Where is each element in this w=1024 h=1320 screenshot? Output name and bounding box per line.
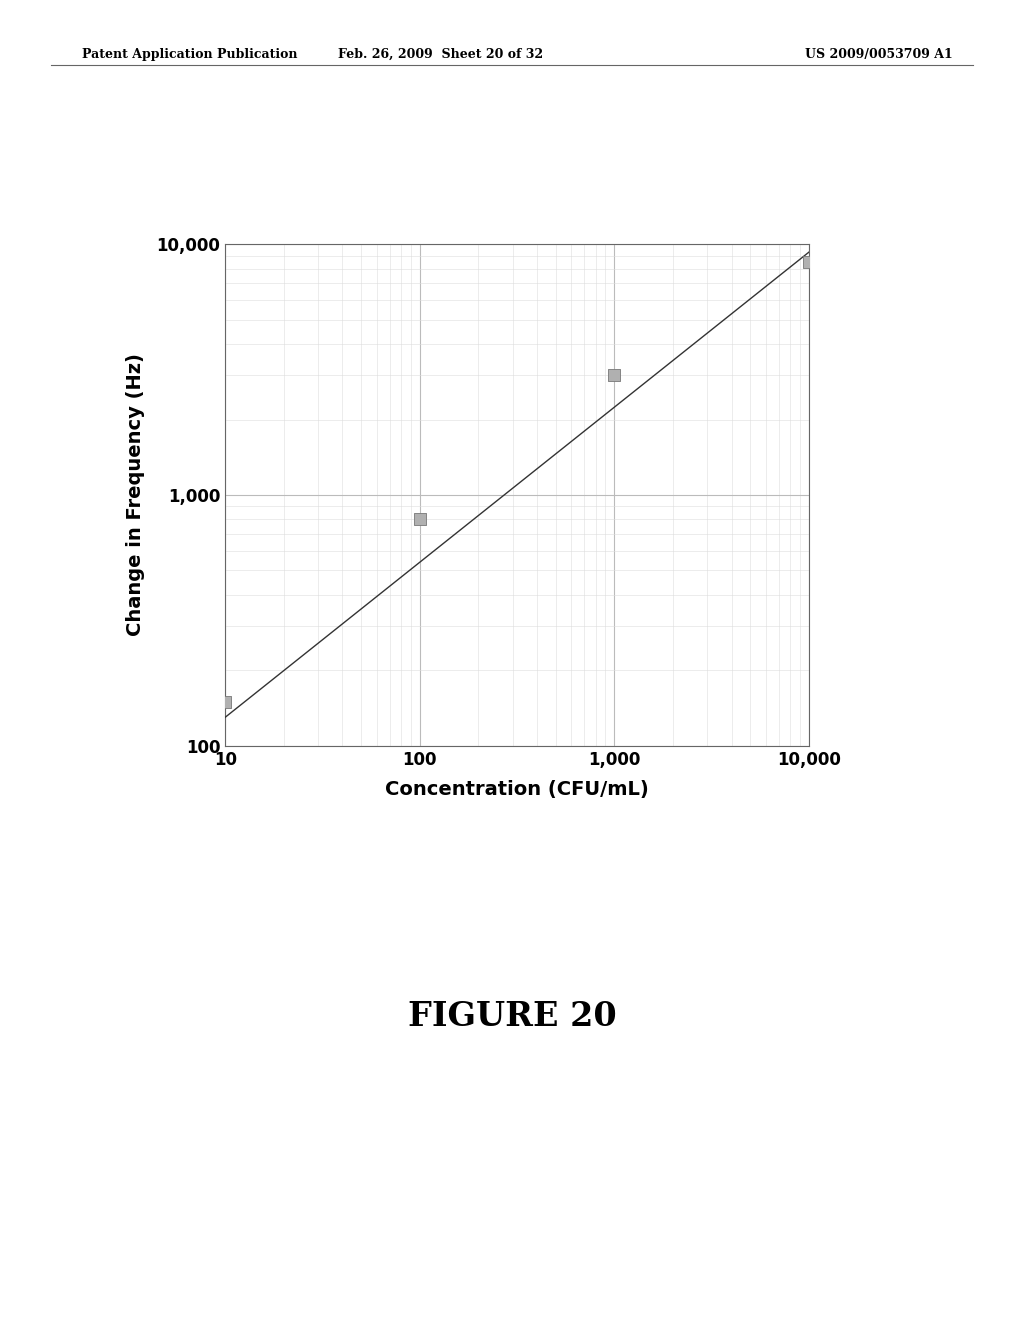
Text: US 2009/0053709 A1: US 2009/0053709 A1 — [805, 48, 952, 61]
Text: Patent Application Publication: Patent Application Publication — [82, 48, 297, 61]
Text: FIGURE 20: FIGURE 20 — [408, 1001, 616, 1032]
Point — [412, 508, 428, 529]
Point — [217, 692, 233, 713]
Text: Feb. 26, 2009  Sheet 20 of 32: Feb. 26, 2009 Sheet 20 of 32 — [338, 48, 543, 61]
X-axis label: Concentration (CFU/mL): Concentration (CFU/mL) — [385, 780, 649, 799]
Point — [801, 251, 817, 272]
Y-axis label: Change in Frequency (Hz): Change in Frequency (Hz) — [126, 354, 145, 636]
Point — [606, 364, 623, 385]
